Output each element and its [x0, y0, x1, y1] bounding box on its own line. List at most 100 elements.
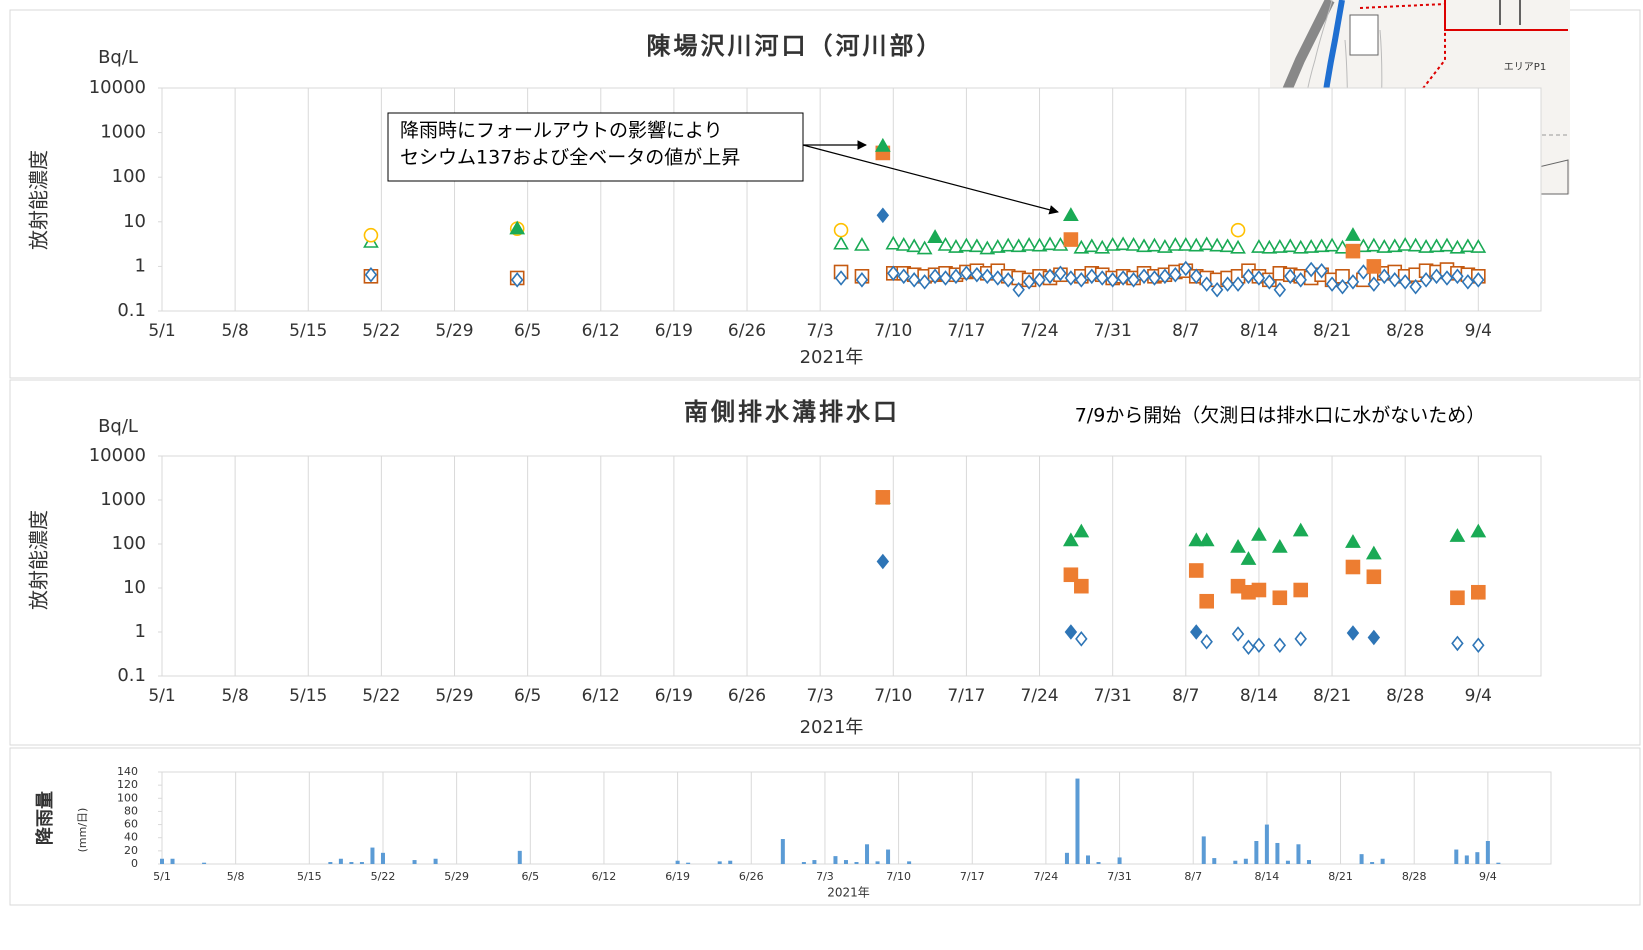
bar	[1370, 862, 1374, 864]
marker-square	[1346, 245, 1359, 258]
annotation: セシウム137および全ベータの値が上昇	[400, 147, 740, 169]
bar	[1475, 852, 1479, 864]
bar	[1097, 862, 1101, 864]
chart-title: 陳場沢川河口（河川部）	[647, 32, 944, 60]
page: エリアP1 陳場沢川河口（河川部）Bq/L放射能濃度2021年0.1110100…	[0, 0, 1643, 950]
x-tick-label: 7/31	[1094, 686, 1132, 706]
bar	[865, 844, 869, 864]
bar	[1486, 841, 1490, 864]
bar	[1212, 858, 1216, 864]
x-tick-label: 5/8	[221, 686, 248, 706]
x-tick-label: 6/12	[582, 686, 620, 706]
bar	[1086, 855, 1090, 864]
x-tick-label: 5/22	[371, 870, 396, 883]
bar	[812, 860, 816, 864]
x-tick-label: 5/8	[227, 870, 245, 883]
bar	[718, 861, 722, 864]
x-tick-label: 7/24	[1020, 686, 1058, 706]
x-tick-label: 8/14	[1240, 686, 1278, 706]
x-axis-title: 2021年	[800, 717, 864, 738]
marker-square	[1200, 595, 1213, 608]
bar	[1075, 779, 1079, 864]
bar	[1244, 859, 1248, 864]
x-tick-label: 5/8	[221, 321, 248, 341]
y-tick-label: 1	[135, 255, 146, 276]
bar	[1307, 860, 1311, 864]
x-tick-label: 8/14	[1255, 870, 1280, 883]
bar	[360, 862, 364, 864]
y-tick-label: 140	[117, 765, 138, 778]
x-axis-title: 2021年	[800, 347, 864, 368]
y-axis-title: 降雨量	[34, 791, 56, 845]
x-tick-label: 8/14	[1240, 321, 1278, 341]
bar	[1360, 854, 1364, 864]
marker-square	[1190, 564, 1203, 577]
x-tick-label: 7/24	[1034, 870, 1059, 883]
bar	[876, 861, 880, 864]
marker-square	[1273, 591, 1286, 604]
bar	[202, 863, 206, 864]
y-tick-label: 20	[124, 844, 138, 857]
bar	[1118, 857, 1122, 864]
bar	[1496, 863, 1500, 864]
x-tick-label: 5/29	[435, 321, 473, 341]
bar	[1296, 844, 1300, 864]
x-tick-label: 7/17	[960, 870, 985, 883]
x-tick-label: 9/4	[1465, 321, 1492, 341]
x-tick-label: 7/3	[806, 686, 833, 706]
bar	[686, 863, 690, 864]
x-tick-label: 5/22	[362, 686, 400, 706]
y-tick-label: 100	[112, 166, 146, 187]
x-tick-label: 6/12	[592, 870, 617, 883]
bar	[349, 862, 353, 864]
x-tick-label: 8/7	[1172, 321, 1199, 341]
bar	[1233, 861, 1237, 864]
bar	[844, 860, 848, 864]
y-tick-label: 1000	[100, 489, 146, 510]
annotation: 7/9から開始（欠測日は排水口に水がないため）	[1075, 405, 1486, 427]
plot-area	[162, 772, 1551, 864]
bar	[728, 861, 732, 864]
y-tick-label: 120	[117, 778, 138, 791]
bar	[781, 839, 785, 864]
marker-square	[1252, 584, 1265, 597]
x-tick-label: 6/26	[728, 686, 766, 706]
bar	[1275, 843, 1279, 864]
marker-circle	[1232, 224, 1245, 237]
x-tick-label: 8/7	[1172, 686, 1199, 706]
x-axis-title: 2021年	[827, 886, 870, 900]
x-tick-label: 7/10	[874, 686, 912, 706]
bar	[802, 862, 806, 864]
bar	[160, 859, 164, 864]
x-tick-label: 5/1	[148, 686, 175, 706]
x-tick-label: 9/4	[1465, 686, 1492, 706]
bar	[907, 861, 911, 864]
x-tick-label: 7/17	[947, 686, 985, 706]
x-tick-label: 5/29	[435, 686, 473, 706]
x-tick-label: 7/10	[874, 321, 912, 341]
marker-circle	[364, 229, 377, 242]
marker-square	[1346, 561, 1359, 574]
x-tick-label: 6/5	[514, 686, 541, 706]
y-unit: (mm/日)	[76, 808, 89, 853]
bar	[434, 859, 438, 864]
y-tick-label: 100	[112, 533, 146, 554]
bar	[339, 859, 343, 864]
bar	[676, 861, 680, 864]
bar	[381, 853, 385, 864]
x-tick-label: 5/15	[297, 870, 322, 883]
bar	[1465, 855, 1469, 864]
bar	[855, 862, 859, 864]
bar	[1065, 853, 1069, 864]
x-tick-label: 8/28	[1386, 686, 1424, 706]
marker-square	[1367, 260, 1380, 273]
x-tick-label: 8/28	[1386, 321, 1424, 341]
marker-square	[1451, 591, 1464, 604]
x-tick-label: 8/28	[1402, 870, 1427, 883]
x-tick-label: 9/4	[1479, 870, 1497, 883]
y-tick-label: 60	[124, 818, 138, 831]
x-tick-label: 7/31	[1094, 321, 1132, 341]
y-tick-label: 10000	[89, 77, 146, 98]
y-tick-label: 10	[123, 211, 146, 232]
annotation: 降雨時にフォールアウトの影響により	[400, 120, 723, 142]
